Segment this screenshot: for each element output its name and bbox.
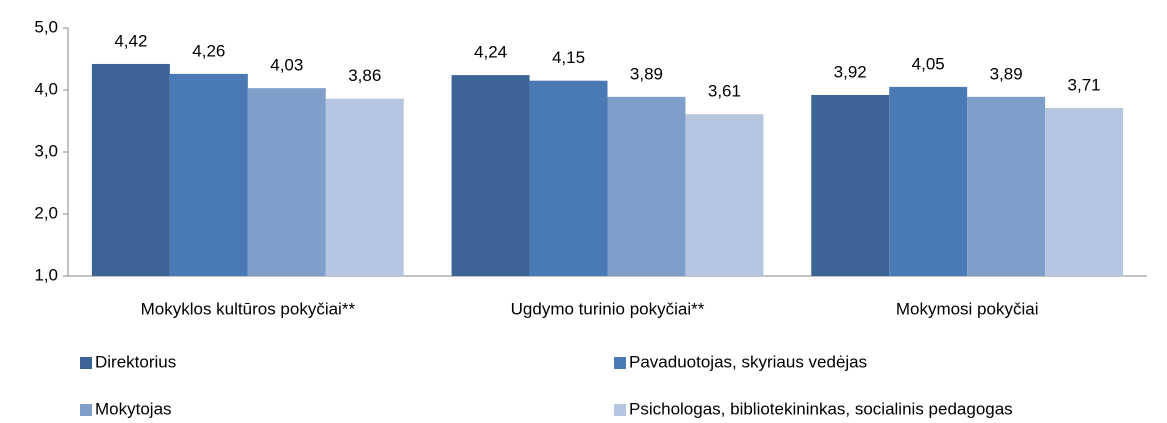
value-label: 3,86: [348, 66, 381, 85]
bar: [91, 63, 170, 277]
bar: [247, 88, 326, 276]
value-label: 4,05: [912, 54, 945, 73]
x-tick-label: Mokyklos kultūros pokyčiai**: [141, 299, 356, 318]
y-tick-label: 4,0: [34, 79, 58, 98]
value-label: 3,89: [990, 64, 1023, 83]
value-label: 3,92: [834, 62, 867, 81]
legend-swatch: [614, 357, 626, 369]
value-label: 3,71: [1068, 75, 1101, 94]
legend-swatch: [80, 357, 92, 369]
value-label: 4,15: [552, 48, 585, 67]
bar: [967, 96, 1046, 276]
value-label: 3,89: [630, 64, 663, 83]
bar: [529, 80, 608, 276]
bar: [325, 98, 404, 277]
bar: [451, 75, 530, 277]
bar: [1045, 107, 1124, 276]
x-tick-label: Ugdymo turinio pokyčiai**: [511, 299, 705, 318]
x-tick-label: Mokymosi pokyčiai: [896, 299, 1039, 318]
y-tick-label: 3,0: [34, 141, 58, 160]
legend-label: Pavaduotojas, skyriaus vedėjas: [629, 352, 867, 371]
legend-swatch: [80, 404, 92, 416]
bar: [607, 96, 686, 276]
value-label: 4,24: [474, 43, 507, 62]
value-label: 4,26: [192, 41, 225, 60]
value-label: 4,42: [114, 31, 147, 50]
y-tick-label: 1,0: [34, 265, 58, 284]
y-tick-label: 5,0: [34, 17, 58, 36]
bar: [169, 73, 248, 276]
value-label: 4,03: [270, 56, 303, 75]
legend-label: Direktorius: [95, 352, 176, 371]
legend-swatch: [614, 404, 626, 416]
bar: [889, 86, 968, 277]
y-tick-label: 2,0: [34, 203, 58, 222]
legend-label: Psichologas, bibliotekininkas, socialini…: [629, 399, 1013, 418]
value-label: 3,61: [708, 82, 741, 101]
legend-label: Mokytojas: [95, 399, 172, 418]
bar: [685, 114, 764, 277]
bar: [811, 94, 890, 277]
